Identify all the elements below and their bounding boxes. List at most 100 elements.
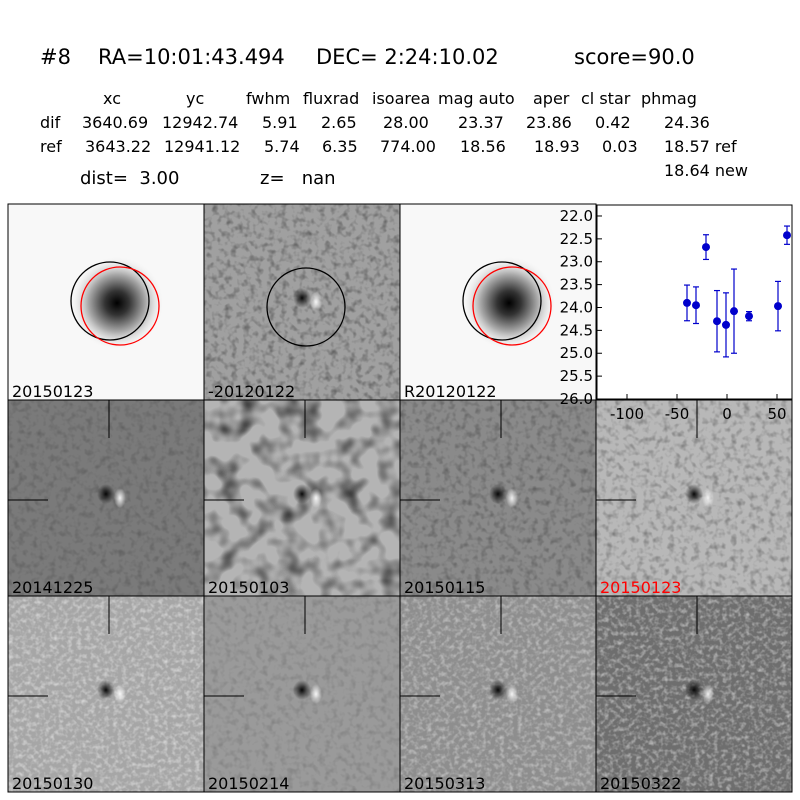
table-extra: 18.64 new bbox=[664, 161, 748, 180]
stamp-label: 20150103 bbox=[208, 578, 289, 597]
residual-dark bbox=[685, 484, 703, 504]
table-cell: 5.74 bbox=[264, 137, 300, 156]
light-curve: 22.0 22.5 23.0 23.5 24.0 24.5 25.0 25.5 26.0 -100… bbox=[560, 204, 793, 423]
column-header: aper bbox=[533, 89, 570, 108]
column-header: isoarea bbox=[372, 89, 430, 108]
table-cell: 23.86 bbox=[526, 113, 572, 132]
source bbox=[461, 255, 557, 351]
stamp-label: 20150214 bbox=[208, 774, 289, 793]
stamp: 20150130 bbox=[7, 595, 205, 793]
residual-bright bbox=[310, 684, 322, 704]
stamp: -20120122 bbox=[203, 203, 401, 401]
column-header: xc bbox=[103, 89, 121, 108]
y-tick-label: 24.5 bbox=[560, 321, 593, 339]
table-cell: 18.56 bbox=[460, 137, 506, 156]
aperture-new bbox=[80, 266, 160, 346]
stamp-label: 20150313 bbox=[404, 774, 485, 793]
data-point bbox=[722, 320, 730, 329]
data-point bbox=[692, 301, 700, 310]
stamp-grid: 20150123 -20120122 R20120122 20141225 201501… bbox=[7, 203, 793, 793]
y-tick-label: 23.5 bbox=[560, 276, 593, 294]
residual-dark bbox=[685, 680, 703, 700]
table-cell: 0.03 bbox=[602, 137, 638, 156]
data-point bbox=[783, 231, 791, 240]
data-point bbox=[774, 302, 782, 311]
y-tick-label: 24.0 bbox=[560, 298, 593, 316]
residual-bright bbox=[702, 684, 714, 704]
data-point bbox=[713, 317, 721, 326]
stamp-label: 20150130 bbox=[12, 774, 93, 793]
stamp: 20150123 bbox=[595, 399, 793, 597]
column-header: cl star bbox=[581, 89, 631, 108]
stamp-frame bbox=[595, 595, 793, 793]
stamp-label: 20150322 bbox=[600, 774, 681, 793]
table-cell: 12942.74 bbox=[162, 113, 238, 132]
residual-bright bbox=[506, 684, 518, 704]
stamp-label: 20150123 bbox=[600, 578, 681, 597]
column-header: yc bbox=[186, 89, 204, 108]
stamp: 20150123 bbox=[7, 203, 205, 401]
table-cell: 12941.12 bbox=[164, 137, 240, 156]
title-part: RA=10:01:43.494 bbox=[98, 45, 285, 69]
residual-dark bbox=[97, 680, 115, 700]
table-cell: 5.91 bbox=[262, 113, 298, 132]
title-part: #8 bbox=[40, 45, 71, 69]
title-part: DEC= 2:24:10.02 bbox=[316, 45, 499, 69]
y-tick-label: 23.0 bbox=[560, 253, 593, 271]
x-tick-label: -50 bbox=[665, 405, 690, 423]
stamp: R20120122 bbox=[399, 203, 597, 401]
stamp: 20150115 bbox=[399, 399, 597, 597]
aperture-ref bbox=[70, 261, 150, 341]
stamp-label: R20120122 bbox=[404, 382, 497, 401]
title-part: score=90.0 bbox=[574, 45, 695, 69]
table-cell: 2.65 bbox=[321, 113, 357, 132]
table-cell: 0.42 bbox=[595, 113, 631, 132]
y-tick-label: 22.0 bbox=[560, 207, 593, 225]
residual-dark bbox=[293, 288, 311, 308]
stamp: 20141225 bbox=[7, 399, 205, 597]
residual-dark bbox=[293, 680, 311, 700]
residual-dark bbox=[489, 484, 507, 504]
column-header: fluxrad bbox=[303, 89, 359, 108]
stamp-label: -20120122 bbox=[208, 382, 295, 401]
residual-bright bbox=[310, 292, 322, 312]
aperture-ref bbox=[266, 267, 346, 347]
y-tick-label: 25.5 bbox=[560, 367, 593, 385]
y-tick-label: 25.0 bbox=[560, 344, 593, 362]
header: #8 RA=10:01:43.494 DEC= 2:24:10.02 score=90… bbox=[40, 45, 748, 189]
y-tick-label: 22.5 bbox=[560, 230, 593, 248]
source bbox=[69, 255, 165, 351]
aperture-ref bbox=[462, 261, 542, 341]
table-cell: 23.37 bbox=[458, 113, 504, 132]
stamp-label: 20150115 bbox=[404, 578, 485, 597]
data-point bbox=[730, 307, 738, 316]
table-cell: 774.00 bbox=[380, 137, 436, 156]
redshift: z= nan bbox=[260, 168, 336, 189]
residual-dark bbox=[97, 484, 115, 504]
residual-bright bbox=[702, 488, 714, 508]
aperture-new bbox=[472, 266, 552, 346]
residual-bright bbox=[506, 488, 518, 508]
data-point bbox=[745, 312, 753, 321]
residual-dark bbox=[489, 680, 507, 700]
data-point bbox=[702, 243, 710, 252]
stamp: 20150322 bbox=[595, 595, 793, 793]
table-cell: 18.93 bbox=[534, 137, 580, 156]
column-header: fwhm bbox=[246, 89, 290, 108]
table-cell: 24.36 bbox=[664, 113, 710, 132]
table-cell: 3643.22 bbox=[85, 137, 151, 156]
table-cell: 18.57 ref bbox=[664, 137, 737, 156]
x-tick-label: 50 bbox=[767, 405, 786, 423]
table-cell: ref bbox=[40, 137, 62, 156]
residual-bright bbox=[310, 488, 322, 508]
residual-bright bbox=[114, 488, 126, 508]
stamp: 20150103 bbox=[203, 399, 401, 597]
table-cell: dif bbox=[40, 113, 61, 132]
distance: dist= 3.00 bbox=[80, 168, 179, 189]
data-point bbox=[683, 298, 691, 307]
table-cell: 3640.69 bbox=[82, 113, 148, 132]
y-tick-label: 26.0 bbox=[560, 390, 593, 408]
column-header: mag auto bbox=[438, 89, 515, 108]
stamp: 20150214 bbox=[203, 595, 401, 793]
